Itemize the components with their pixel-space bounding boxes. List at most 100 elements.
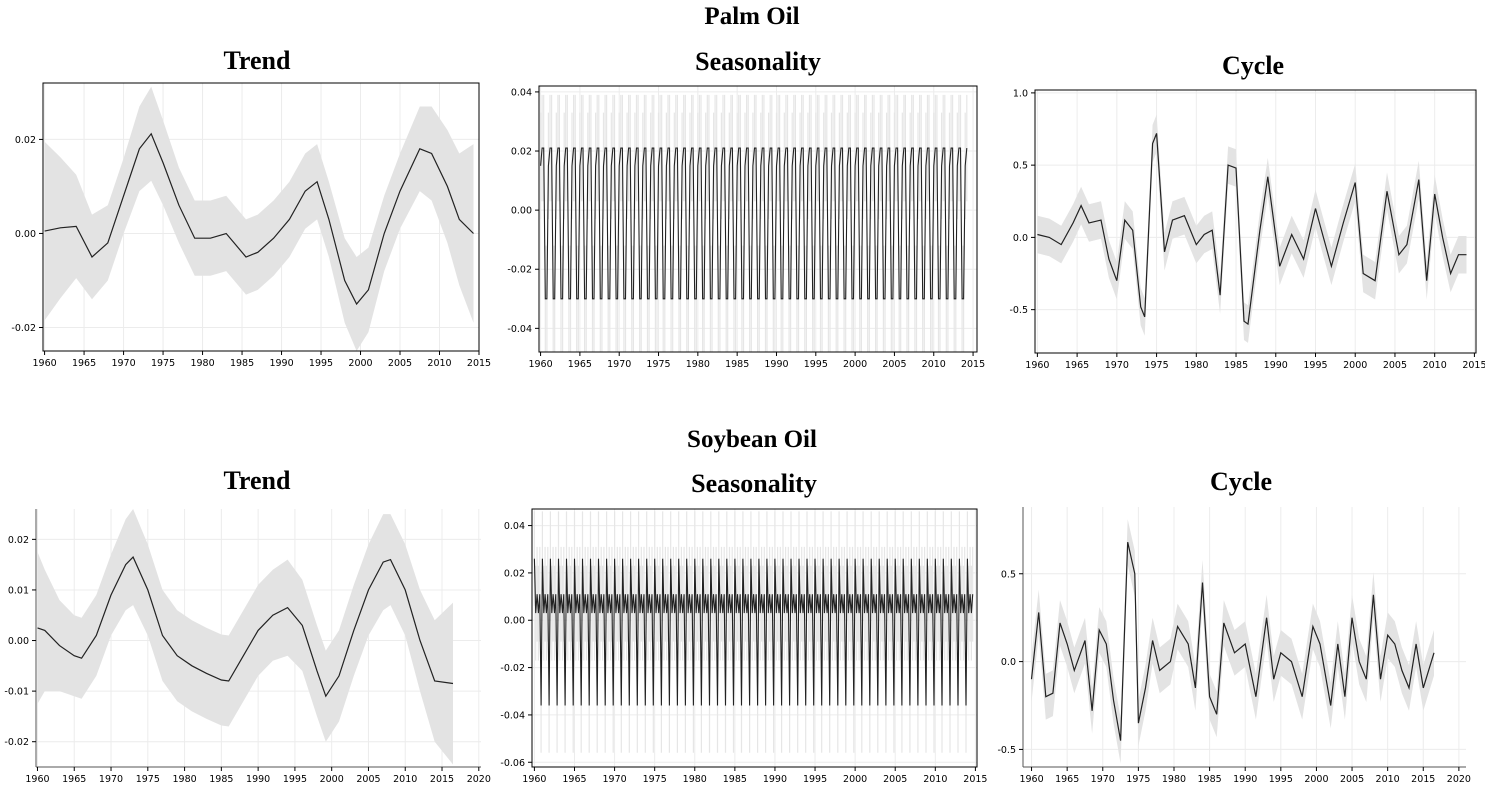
section-title-soybean-oil: Soybean Oil xyxy=(687,426,817,453)
y-tick-label: 0.00 xyxy=(504,616,525,627)
x-tick-label: 2015 xyxy=(1411,774,1435,785)
palm-trend-title: Trend xyxy=(223,46,291,75)
y-tick-label: 1.0 xyxy=(1013,88,1028,99)
confidence-band xyxy=(37,509,453,765)
soy-seasonality-title: Seasonality xyxy=(691,469,817,498)
y-tick-label: 0.01 xyxy=(8,585,29,596)
x-tick-label: 2005 xyxy=(1340,774,1364,785)
y-tick-label: -0.04 xyxy=(507,324,532,335)
x-tick-label: 1975 xyxy=(151,358,175,369)
y-tick-label: 0.00 xyxy=(15,229,36,240)
x-tick-label: 1980 xyxy=(190,358,214,369)
x-tick-label: 1980 xyxy=(172,774,196,785)
x-tick-label: 2010 xyxy=(1423,360,1447,371)
x-tick-label: 1990 xyxy=(1233,774,1257,785)
confidence-band xyxy=(1031,519,1434,764)
x-tick-label: 2010 xyxy=(923,774,947,785)
plot-frame xyxy=(1034,89,1477,354)
x-tick-label: 1985 xyxy=(725,359,749,370)
x-tick-label: 2020 xyxy=(467,774,491,785)
x-tick-label: 2020 xyxy=(1447,774,1471,785)
x-tick-label: 1990 xyxy=(246,774,270,785)
x-tick-label: 2010 xyxy=(427,358,451,369)
x-tick-label: 1960 xyxy=(1019,774,1043,785)
x-tick-label: 1975 xyxy=(646,359,670,370)
x-tick-label: 2005 xyxy=(1383,360,1407,371)
x-tick-label: 2000 xyxy=(348,358,372,369)
x-tick-label: 1980 xyxy=(686,359,710,370)
x-tick-label: 1970 xyxy=(602,774,626,785)
series-line xyxy=(540,147,968,300)
y-tick-label: 0.02 xyxy=(504,568,525,579)
plot-frame xyxy=(531,508,978,768)
x-tick-label: 2000 xyxy=(1304,774,1328,785)
x-tick-label: 1965 xyxy=(562,774,586,785)
y-tick-label: -0.02 xyxy=(507,265,532,276)
x-tick-label: 1965 xyxy=(1055,774,1079,785)
y-tick-label: 0.5 xyxy=(1013,161,1028,172)
x-tick-label: 2005 xyxy=(882,359,906,370)
x-tick-label: 2010 xyxy=(393,774,417,785)
palm-seasonality-title: Seasonality xyxy=(695,47,821,76)
x-tick-label: 1975 xyxy=(136,774,160,785)
x-tick-label: 1965 xyxy=(1065,360,1089,371)
y-tick-label: 0.02 xyxy=(8,535,29,546)
x-tick-label: 1985 xyxy=(230,358,254,369)
series-line xyxy=(44,132,474,306)
y-tick-label: 0.04 xyxy=(504,521,525,532)
x-tick-label: 2010 xyxy=(1376,774,1400,785)
x-tick-label: 1960 xyxy=(25,774,49,785)
plot-frame xyxy=(42,82,480,352)
x-tick-label: 2015 xyxy=(430,774,454,785)
x-tick-label: 1970 xyxy=(99,774,123,785)
x-tick-label: 1985 xyxy=(209,774,233,785)
x-tick-label: 2000 xyxy=(843,774,867,785)
y-tick-label: 0.02 xyxy=(15,135,36,146)
series-line xyxy=(1030,541,1435,741)
y-tick-label: -0.5 xyxy=(1009,305,1028,316)
x-tick-label: 1995 xyxy=(803,774,827,785)
y-tick-label: -0.01 xyxy=(4,687,29,698)
soy-cycle-title: Cycle xyxy=(1209,467,1273,496)
x-tick-label: 1985 xyxy=(723,774,747,785)
x-tick-label: 2005 xyxy=(388,358,412,369)
x-tick-label: 1990 xyxy=(764,359,788,370)
y-tick-label: -0.02 xyxy=(500,663,525,674)
x-tick-label: 1985 xyxy=(1224,360,1248,371)
y-tick-label: 0.5 xyxy=(1001,569,1016,580)
x-tick-label: 2000 xyxy=(843,359,867,370)
series-line xyxy=(1037,133,1467,326)
y-tick-label: -0.5 xyxy=(997,745,1016,756)
x-tick-label: 1985 xyxy=(1198,774,1222,785)
y-tick-label: -0.06 xyxy=(500,758,525,769)
x-tick-label: 2015 xyxy=(961,359,985,370)
x-tick-label: 2005 xyxy=(883,774,907,785)
series-line xyxy=(37,556,454,698)
section-title-palm-oil: Palm Oil xyxy=(704,3,800,30)
x-tick-label: 1995 xyxy=(1269,774,1293,785)
y-tick-label: 0.0 xyxy=(1013,233,1028,244)
x-tick-label: 1995 xyxy=(1303,360,1327,371)
x-tick-label: 1960 xyxy=(528,359,552,370)
confidence-band xyxy=(44,86,474,352)
x-tick-label: 1990 xyxy=(1264,360,1288,371)
x-tick-label: 1965 xyxy=(72,358,96,369)
x-tick-label: 1990 xyxy=(763,774,787,785)
y-tick-label: 0.00 xyxy=(511,206,532,217)
x-tick-label: 1970 xyxy=(111,358,135,369)
x-tick-label: 1970 xyxy=(1105,360,1129,371)
x-tick-label: 2015 xyxy=(1462,360,1485,371)
x-tick-label: 1960 xyxy=(32,358,56,369)
x-tick-label: 1965 xyxy=(62,774,86,785)
x-tick-label: 1970 xyxy=(1091,774,1115,785)
x-tick-label: 1980 xyxy=(683,774,707,785)
x-tick-label: 1960 xyxy=(1025,360,1049,371)
x-tick-label: 1960 xyxy=(522,774,546,785)
x-tick-label: 1980 xyxy=(1162,774,1186,785)
x-tick-label: 1980 xyxy=(1184,360,1208,371)
x-tick-label: 2015 xyxy=(467,358,491,369)
x-tick-label: 2015 xyxy=(963,774,987,785)
